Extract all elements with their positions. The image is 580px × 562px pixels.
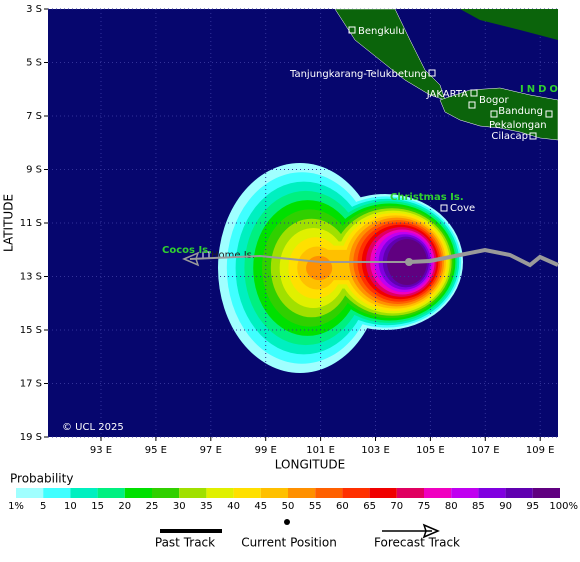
legend-label: 65 [363, 501, 376, 512]
legend-title: Probability [10, 472, 73, 486]
legend-swatch [424, 488, 452, 498]
land-ne [460, 9, 558, 40]
legend-swatch [288, 488, 316, 498]
current-position [405, 258, 413, 266]
legend-label: 50 [282, 501, 295, 512]
place-label: Home Is. [211, 250, 255, 261]
lon-label: 109 E [526, 445, 555, 456]
place-label: Bandung [498, 106, 543, 117]
key-forecast-arrow [422, 523, 440, 539]
legend-label: 85 [472, 501, 485, 512]
legend-label: 35 [200, 501, 213, 512]
lat-label: 15 S [20, 325, 42, 336]
legend-label: 55 [309, 501, 322, 512]
legend-swatch [43, 488, 71, 498]
lon-label: 93 E [90, 445, 112, 456]
lat-label: 17 S [20, 379, 42, 390]
lat-label: 11 S [20, 218, 42, 229]
legend-swatch [16, 488, 44, 498]
legend-swatch [478, 488, 506, 498]
past-track [408, 247, 559, 268]
legend-label: 75 [418, 501, 431, 512]
legend-label: 15 [91, 501, 104, 512]
lon-label: 95 E [145, 445, 167, 456]
place-label: Pekalongan [489, 120, 547, 131]
legend-label: 5 [40, 501, 46, 512]
place-label: Cilacap [491, 131, 528, 142]
lat-label: 5 S [26, 58, 42, 69]
region-label: Christmas Is. [390, 192, 464, 203]
lon-label: 97 E [200, 445, 222, 456]
legend-label: 25 [146, 501, 159, 512]
track [182, 247, 559, 268]
legend-swatch [233, 488, 261, 498]
key-label: Past Track [155, 536, 215, 550]
legend-swatch [505, 488, 533, 498]
lon-label: 101 E [306, 445, 335, 456]
legend-swatch [179, 488, 207, 498]
legend-swatch [124, 488, 152, 498]
forecast-track [189, 254, 409, 263]
legend-label: 10 [64, 501, 77, 512]
legend-label: 90 [499, 501, 512, 512]
place-label: Bengkulu [358, 26, 405, 37]
legend-swatch [396, 488, 424, 498]
lat-label: 9 S [26, 165, 42, 176]
place-label: JAKARTA [426, 89, 468, 100]
region-label: Cocos Is. [162, 245, 212, 256]
legend-swatch [152, 488, 180, 498]
place-label: Tanjungkarang-Telukbetung [289, 69, 427, 80]
lat-label: 19 S [20, 432, 42, 443]
region-label: INDO [520, 84, 561, 95]
x-axis-title: LONGITUDE [275, 458, 345, 472]
legend-label: 95 [526, 501, 539, 512]
legend-swatch [260, 488, 288, 498]
place-label: Bogor [479, 95, 509, 106]
legend-label: 100% [549, 501, 578, 512]
copyright: © UCL 2025 [62, 422, 124, 433]
legend-label: 40 [227, 501, 240, 512]
legend-swatch [532, 488, 560, 498]
legend-label: 1% [8, 501, 24, 512]
legend-swatch [70, 488, 98, 498]
lon-label: 107 E [471, 445, 500, 456]
legend-swatch [315, 488, 343, 498]
java [439, 87, 559, 141]
legend-label: 45 [254, 501, 267, 512]
legend-swatch [342, 488, 370, 498]
legend-swatch [451, 488, 479, 498]
key-label: Current Position [241, 536, 337, 550]
legend-label: 80 [445, 501, 458, 512]
place-label: Cove [450, 203, 475, 214]
legend-label: 60 [336, 501, 349, 512]
key-label: Forecast Track [374, 536, 460, 550]
lat-label: 3 S [26, 4, 42, 15]
legend-swatch [369, 488, 397, 498]
lon-label: 103 E [361, 445, 390, 456]
lon-label: 99 E [255, 445, 277, 456]
legend-swatch [97, 488, 125, 498]
legend-swatch [206, 488, 234, 498]
legend-label: 30 [173, 501, 186, 512]
lat-label: 13 S [20, 272, 42, 283]
lon-label: 105 E [416, 445, 445, 456]
forecast-arrow [182, 251, 200, 267]
place-markers [202, 26, 553, 259]
legend-label: 20 [118, 501, 131, 512]
y-axis-title: LATITUDE [2, 194, 16, 252]
key-current-dot [284, 519, 290, 525]
lat-label: 7 S [26, 111, 42, 122]
legend-label: 70 [390, 501, 403, 512]
